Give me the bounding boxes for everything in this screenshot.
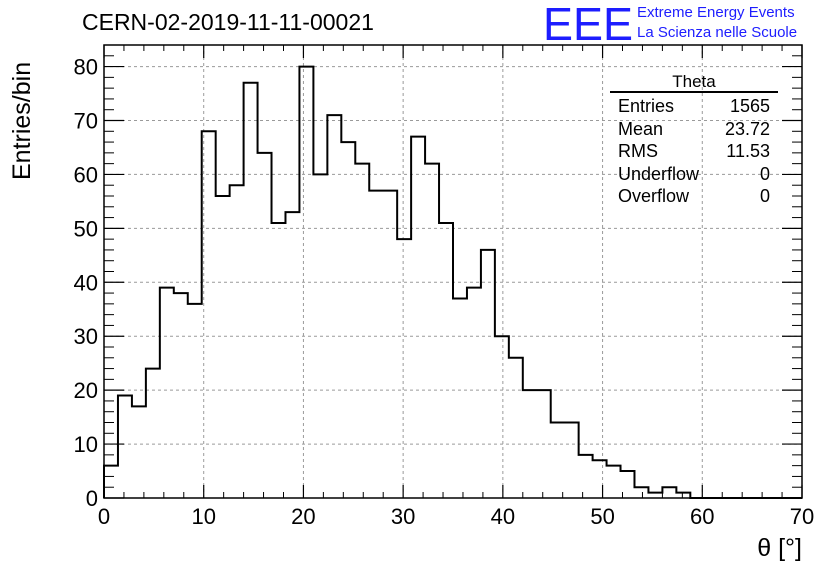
histogram-bin <box>104 466 118 498</box>
stats-label: Entries <box>618 96 675 116</box>
x-tick-label: 70 <box>790 504 814 529</box>
histogram-bin <box>188 304 202 498</box>
stats-label: RMS <box>618 141 658 161</box>
stats-box: Theta Entries 1565 Mean 23.72 RMS 11.53 … <box>610 72 778 208</box>
histogram-bin <box>258 153 272 498</box>
histogram-bin <box>495 336 509 498</box>
histogram-bin <box>216 196 230 498</box>
axis-ticks <box>103 44 803 499</box>
histogram-bin <box>230 185 244 498</box>
stats-value: 0 <box>759 163 770 184</box>
histogram-bin <box>453 298 467 498</box>
y-tick-label: 80 <box>74 55 98 80</box>
histogram-bin <box>272 223 286 498</box>
histogram-bin <box>397 239 411 498</box>
histogram-bin <box>425 164 439 498</box>
logo-line-2: La Scienza nelle Scuole <box>637 24 798 41</box>
histogram-bin <box>634 487 648 498</box>
x-axis-label: θ [°] <box>757 534 802 562</box>
y-tick-label: 10 <box>74 432 98 457</box>
stats-label: Mean <box>618 118 664 139</box>
histogram-bin <box>481 250 495 498</box>
stats-row-underflow: Underflow 0 <box>610 163 778 186</box>
y-tick-label: 20 <box>74 378 98 403</box>
histogram-bin <box>509 358 523 498</box>
histogram-bin <box>355 164 369 498</box>
histogram-bin <box>299 67 313 498</box>
axis-tick-labels: 0 10 20 30 40 50 60 70 0 10 20 30 40 50 60 70 80 <box>74 55 815 529</box>
x-tick-label: 60 <box>690 504 714 529</box>
histogram-bin <box>593 460 607 498</box>
histogram-bin <box>244 83 258 498</box>
histogram-bin <box>132 406 146 498</box>
stats-row-mean: Mean 23.72 <box>610 118 778 141</box>
y-tick-label: 0 <box>86 486 98 511</box>
histogram-bin <box>662 487 676 498</box>
x-tick-label: 50 <box>590 504 614 529</box>
histogram-bin <box>341 142 355 498</box>
y-tick-label: 70 <box>74 109 98 134</box>
logo-text: EEE <box>543 0 633 44</box>
y-axis-label: Entries/bin <box>8 61 36 180</box>
y-tick-label: 60 <box>74 162 98 187</box>
plot-frame <box>103 44 803 499</box>
x-tick-label: 30 <box>391 504 415 529</box>
histogram-bin <box>118 396 132 498</box>
x-tick-label: 20 <box>291 504 315 529</box>
histogram-bin <box>146 369 160 498</box>
x-tick-label: 0 <box>98 504 110 529</box>
histogram-outline <box>103 65 802 499</box>
histogram-bin <box>160 288 174 498</box>
histogram-bin <box>285 212 299 498</box>
y-tick-label: 40 <box>74 270 98 295</box>
logo-line-1: Extreme Energy Events <box>637 4 795 21</box>
x-tick-label: 10 <box>191 504 215 529</box>
stats-label: Overflow <box>618 186 690 206</box>
y-tick-label: 50 <box>74 216 98 241</box>
x-tick-label: 40 <box>491 504 515 529</box>
stats-title: Theta <box>610 72 778 93</box>
stats-value: 11.53 <box>726 141 770 161</box>
histogram-bin <box>467 288 481 498</box>
stats-value: 1565 <box>729 96 770 116</box>
histogram-bin <box>327 115 341 498</box>
histogram-bin <box>565 423 579 499</box>
histogram-bin <box>439 223 453 498</box>
stats-value: 23.72 <box>724 118 770 139</box>
stats-row-entries: Entries 1565 <box>610 95 778 118</box>
y-tick-label: 30 <box>74 324 98 349</box>
histogram-bin <box>383 191 397 498</box>
stats-row-rms: RMS 11.53 <box>610 140 778 163</box>
histogram-bin <box>174 293 188 498</box>
stats-row-overflow: Overflow 0 <box>610 185 778 208</box>
stats-value: 0 <box>759 186 770 206</box>
histogram-bin <box>579 455 593 498</box>
chart-title: CERN-02-2019-11-11-00021 <box>82 9 374 35</box>
histogram-bin <box>369 191 383 498</box>
histogram-bin <box>607 466 621 498</box>
stats-label: Underflow <box>618 163 700 184</box>
histogram-bin <box>551 423 565 499</box>
eee-logo: EEE <box>543 0 633 44</box>
